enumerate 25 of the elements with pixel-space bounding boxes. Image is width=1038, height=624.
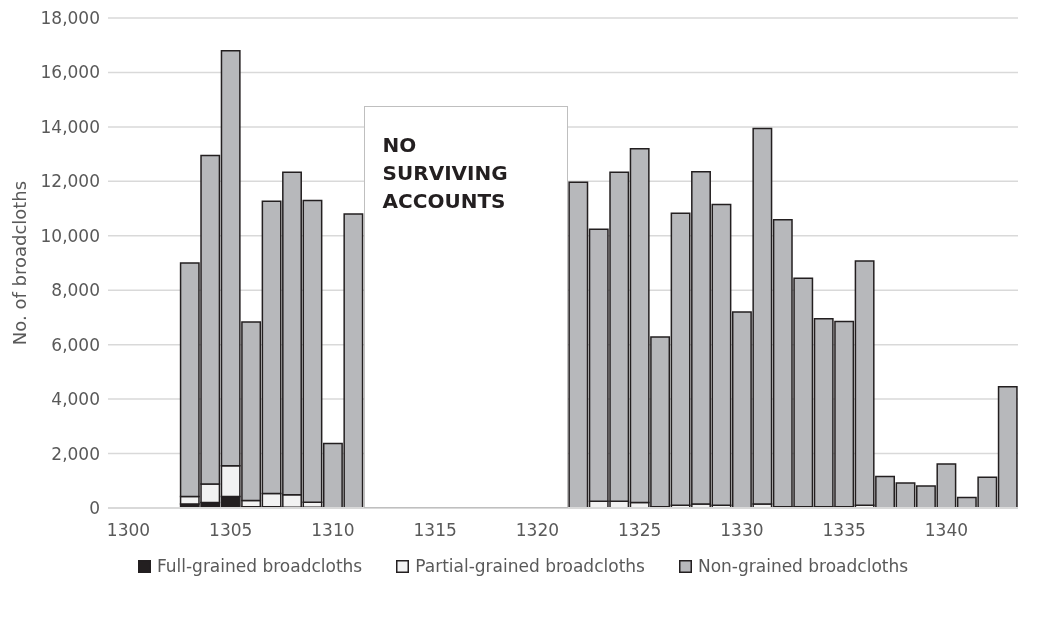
x-tick-label: 1330: [720, 520, 764, 541]
x-tick-label: 1325: [618, 520, 662, 541]
text-box: NO SURVIVING ACCOUNTS: [363, 106, 569, 508]
y-tick-label: 18,000: [40, 8, 100, 29]
annotation: NO SURVIVING ACCOUNTS: [382, 132, 508, 216]
x-tick-label: 1310: [311, 520, 355, 541]
legend-label: Full-grained broadcloths: [155, 556, 363, 576]
x-tick-label: 1300: [106, 520, 151, 541]
y-tick-label: 0: [89, 498, 100, 519]
x-tick-label: 1335: [822, 520, 866, 541]
x-tick-label: 1320: [515, 520, 560, 541]
y-tick-label: 2,000: [51, 443, 100, 464]
y-tick-label: 10,000: [40, 225, 100, 246]
y-tick-label: 6,000: [51, 334, 100, 355]
x-tick-label: 1305: [209, 520, 253, 541]
x-tick-label: 1315: [413, 520, 457, 541]
legend-label: Partial-grained broadcloths: [414, 556, 645, 576]
y-tick-label: 4,000: [51, 389, 100, 410]
x-tick-label: 1340: [924, 520, 969, 541]
y-tick-label: 14,000: [40, 116, 100, 137]
y-axis-title: No. of broadcloths: [9, 180, 31, 346]
y-tick-label: 8,000: [51, 280, 100, 301]
y-tick-label: 12,000: [40, 171, 100, 192]
legend-label: Non-grained broadcloths: [696, 556, 909, 576]
y-tick-label: 16,000: [40, 62, 100, 83]
